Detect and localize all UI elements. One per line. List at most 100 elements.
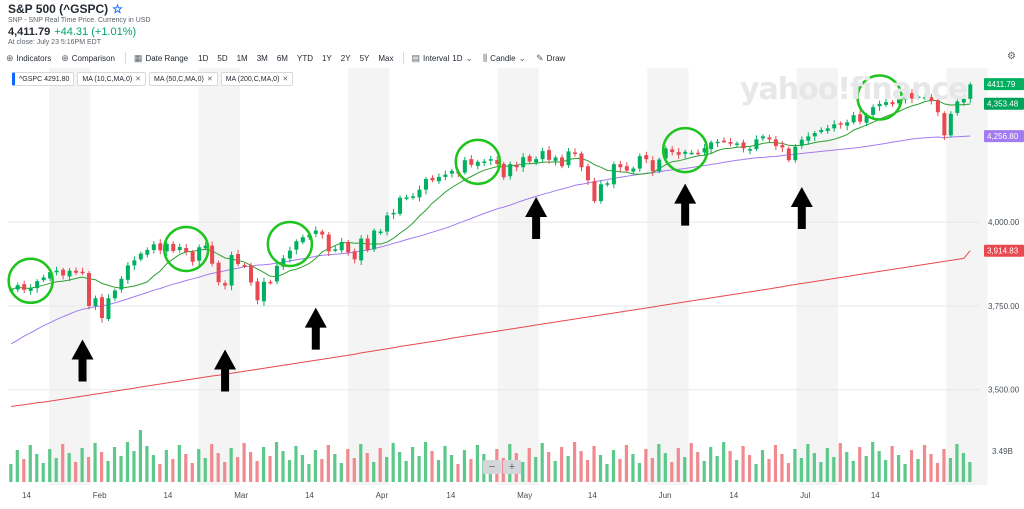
range-1d[interactable]: 1D xyxy=(198,53,209,63)
candle-body xyxy=(417,189,422,198)
range-6m[interactable]: 6M xyxy=(276,53,288,63)
volume-bar xyxy=(294,446,298,482)
volume-bar xyxy=(819,462,823,482)
candle-body xyxy=(832,124,837,129)
candle-body xyxy=(637,156,642,169)
gear-icon[interactable]: ⚙ xyxy=(1007,51,1016,62)
candle-body xyxy=(553,157,558,161)
volume-bar xyxy=(540,443,544,482)
candle-body xyxy=(449,170,454,174)
candle-body xyxy=(249,265,253,283)
volume-bar xyxy=(61,444,65,482)
volume-bar xyxy=(436,460,441,482)
volume-bar xyxy=(443,446,447,482)
volume-bar xyxy=(469,459,473,482)
zoom-in-button[interactable]: + xyxy=(503,460,521,474)
volume-bar xyxy=(689,443,693,482)
candle-body xyxy=(838,123,843,125)
legend-gspc[interactable]: ^GSPC 4291.80 xyxy=(12,72,75,86)
range-2y[interactable]: 2Y xyxy=(340,53,351,63)
volume-bar xyxy=(916,459,920,482)
legend-ma50[interactable]: MA (50,C,MA,0) ✕ xyxy=(149,72,218,86)
up-arrow xyxy=(71,339,94,382)
candle-body xyxy=(715,141,720,144)
volume-bar xyxy=(858,447,862,482)
close-icon[interactable]: ✕ xyxy=(282,76,289,83)
yahoo-finance-watermark: yahoo!finance xyxy=(740,72,968,107)
candle-body xyxy=(287,250,292,259)
volume-bar xyxy=(67,453,71,482)
range-3m[interactable]: 3M xyxy=(256,53,268,63)
candle-body xyxy=(754,139,759,150)
volume-bar xyxy=(845,452,849,482)
candle-body xyxy=(696,152,701,155)
volume-bar xyxy=(365,453,369,482)
candle-body xyxy=(683,151,688,154)
price-tag-label: 3,914.83 xyxy=(987,247,1019,256)
candle-body xyxy=(747,149,752,151)
volume-bar xyxy=(268,456,272,482)
candle-body xyxy=(184,247,189,252)
range-1y[interactable]: 1Y xyxy=(321,53,332,63)
price-tag-label: 4,256.80 xyxy=(987,132,1019,141)
volume-bar xyxy=(560,447,564,482)
volume-bar xyxy=(780,454,784,482)
volume-bar xyxy=(190,463,194,482)
volume-bar xyxy=(313,450,317,482)
volume-bar xyxy=(93,443,97,482)
candle-body xyxy=(35,281,40,289)
candle-body xyxy=(171,243,176,251)
date-range-button[interactable]: ▦ Date Range xyxy=(134,53,188,64)
close-icon[interactable]: ✕ xyxy=(206,76,213,83)
volume-bar xyxy=(948,458,953,482)
volume-bar xyxy=(80,448,84,482)
candle-body xyxy=(560,157,565,167)
star-icon[interactable]: ☆ xyxy=(112,2,123,16)
volume-bar xyxy=(709,447,713,482)
close-icon[interactable]: ✕ xyxy=(135,76,142,83)
divider xyxy=(124,52,126,64)
volume-bar xyxy=(812,453,816,482)
volume-bar xyxy=(119,456,123,482)
volume-bar xyxy=(592,446,596,482)
draw-button[interactable]: ✎ Draw xyxy=(536,53,565,64)
volume-bar xyxy=(877,451,881,482)
range-5d[interactable]: 5D xyxy=(217,53,228,63)
draw-label: Draw xyxy=(546,53,566,63)
candle-body xyxy=(112,290,117,299)
interval-button[interactable]: ▤ Interval 1D ⌄ xyxy=(412,53,474,64)
candle-body xyxy=(670,149,675,153)
volume-bar xyxy=(404,461,408,482)
candle-body xyxy=(365,238,370,251)
legend-ma200[interactable]: MA (200,C,MA,0) ✕ xyxy=(220,72,294,86)
range-5y[interactable]: 5Y xyxy=(359,53,370,63)
candle-body xyxy=(819,130,824,133)
volume-bar xyxy=(48,449,52,482)
candle-body xyxy=(294,241,299,250)
volume-bar xyxy=(41,463,45,482)
range-1m[interactable]: 1M xyxy=(236,53,248,63)
volume-bar xyxy=(754,464,758,482)
x-tick-label: 14 xyxy=(446,491,455,500)
candle-body xyxy=(955,101,960,113)
indicators-button[interactable]: ⊕ Indicators xyxy=(6,53,51,64)
volume-bar xyxy=(320,459,324,482)
chart-type-label: Candle xyxy=(490,53,516,63)
candle-body xyxy=(462,160,467,173)
range-max[interactable]: Max xyxy=(378,53,394,63)
comparison-button[interactable]: ⊕ Comparison xyxy=(61,53,115,64)
legend-ma10[interactable]: MA (10,C,MA,0) ✕ xyxy=(77,72,147,86)
volume-bar xyxy=(255,461,259,482)
candle-body xyxy=(812,133,817,137)
candle-body xyxy=(385,215,390,232)
range-ytd[interactable]: YTD xyxy=(296,53,313,63)
candle-body xyxy=(799,139,804,146)
volume-bar xyxy=(300,455,305,482)
volume-bar xyxy=(398,452,402,482)
chart-type-button[interactable]: ⫼ Candle ⌄ xyxy=(483,53,526,64)
volume-bar xyxy=(164,450,168,482)
volume-bar xyxy=(112,447,117,482)
calendar-icon: ▦ xyxy=(133,52,143,63)
zoom-out-button[interactable]: − xyxy=(483,460,501,474)
